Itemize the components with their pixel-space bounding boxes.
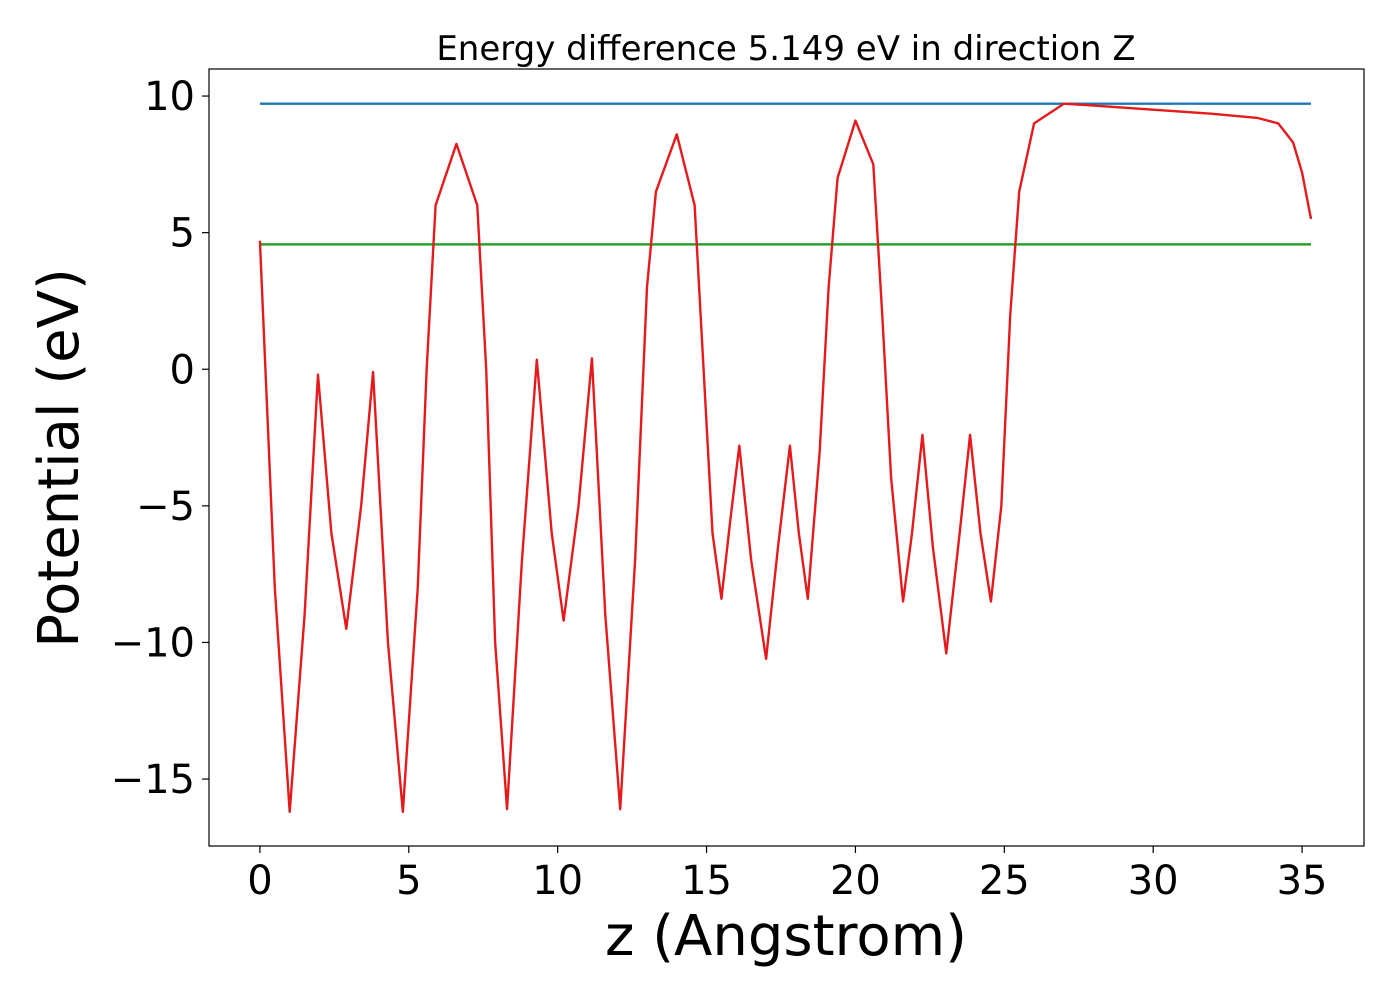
x-axis-label: z (Angstrom) <box>605 904 967 969</box>
y-tick-label: −10 <box>111 620 195 666</box>
x-tick-label: 15 <box>681 858 732 904</box>
y-tick-label: 5 <box>170 211 195 257</box>
y-axis-label: Potential (eV) <box>27 268 92 648</box>
x-tick-label: 5 <box>396 858 421 904</box>
x-tick-label: 10 <box>532 858 583 904</box>
data-line <box>258 102 1313 814</box>
y-tick-label: 0 <box>170 347 195 393</box>
x-tick-label: 25 <box>979 858 1030 904</box>
x-tick-label: 30 <box>1128 858 1179 904</box>
plot-frame <box>208 68 1365 847</box>
chart-title: Energy difference 5.149 eV in direction … <box>436 29 1135 69</box>
x-tick-label: 20 <box>830 858 881 904</box>
y-tick-label: −5 <box>136 484 195 530</box>
y-tick-label: −15 <box>111 757 195 803</box>
x-tick-label: 35 <box>1277 858 1328 904</box>
y-tick-label: 10 <box>144 74 195 120</box>
x-tick-label: 0 <box>247 858 272 904</box>
